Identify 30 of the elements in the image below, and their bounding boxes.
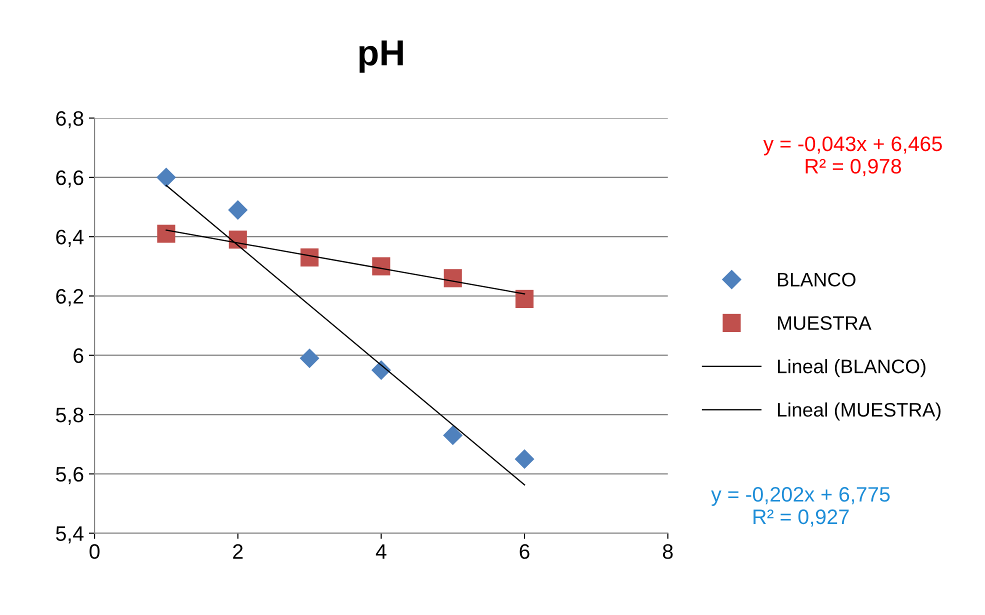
legend-label: Lineal (MUESTRA): [778, 402, 941, 421]
y-tick-label: 6: [74, 348, 84, 364]
point: [444, 269, 462, 288]
point: [372, 257, 390, 276]
point: [443, 426, 462, 445]
chart-title: pH: [360, 40, 403, 73]
text: y = -0,202x + 6,775 R² = 0,927: [711, 486, 890, 527]
x-tick-label: 8: [662, 544, 673, 559]
x-tick-label: 4: [376, 544, 386, 559]
point: [300, 248, 319, 266]
legend-label: BLANCO: [778, 272, 856, 287]
point: [514, 450, 534, 469]
legend-label: Lineal (BLANCO): [778, 359, 926, 378]
y-tick-label: 6,6: [56, 170, 84, 188]
x-tick-label: 6: [520, 544, 530, 559]
y-tick-label: 6,4: [56, 230, 84, 247]
y-tick-label: 5,6: [56, 466, 84, 484]
y-tick-label: 6,2: [56, 288, 84, 306]
point: [228, 200, 248, 220]
y-tick-label: 6,8: [56, 111, 84, 128]
point: [156, 168, 176, 187]
point: [157, 224, 176, 243]
y-tick-label: 5,4: [56, 526, 84, 544]
x-tick-label: 2: [233, 544, 243, 559]
text: y = -0,043x + 6,465 R² = 0,978: [763, 136, 942, 176]
legend-label: MUESTRA: [778, 316, 872, 330]
y-tick-label: 5,8: [56, 408, 84, 425]
x-tick-label: 0: [90, 544, 100, 559]
point: [515, 290, 534, 308]
point: [300, 348, 320, 368]
